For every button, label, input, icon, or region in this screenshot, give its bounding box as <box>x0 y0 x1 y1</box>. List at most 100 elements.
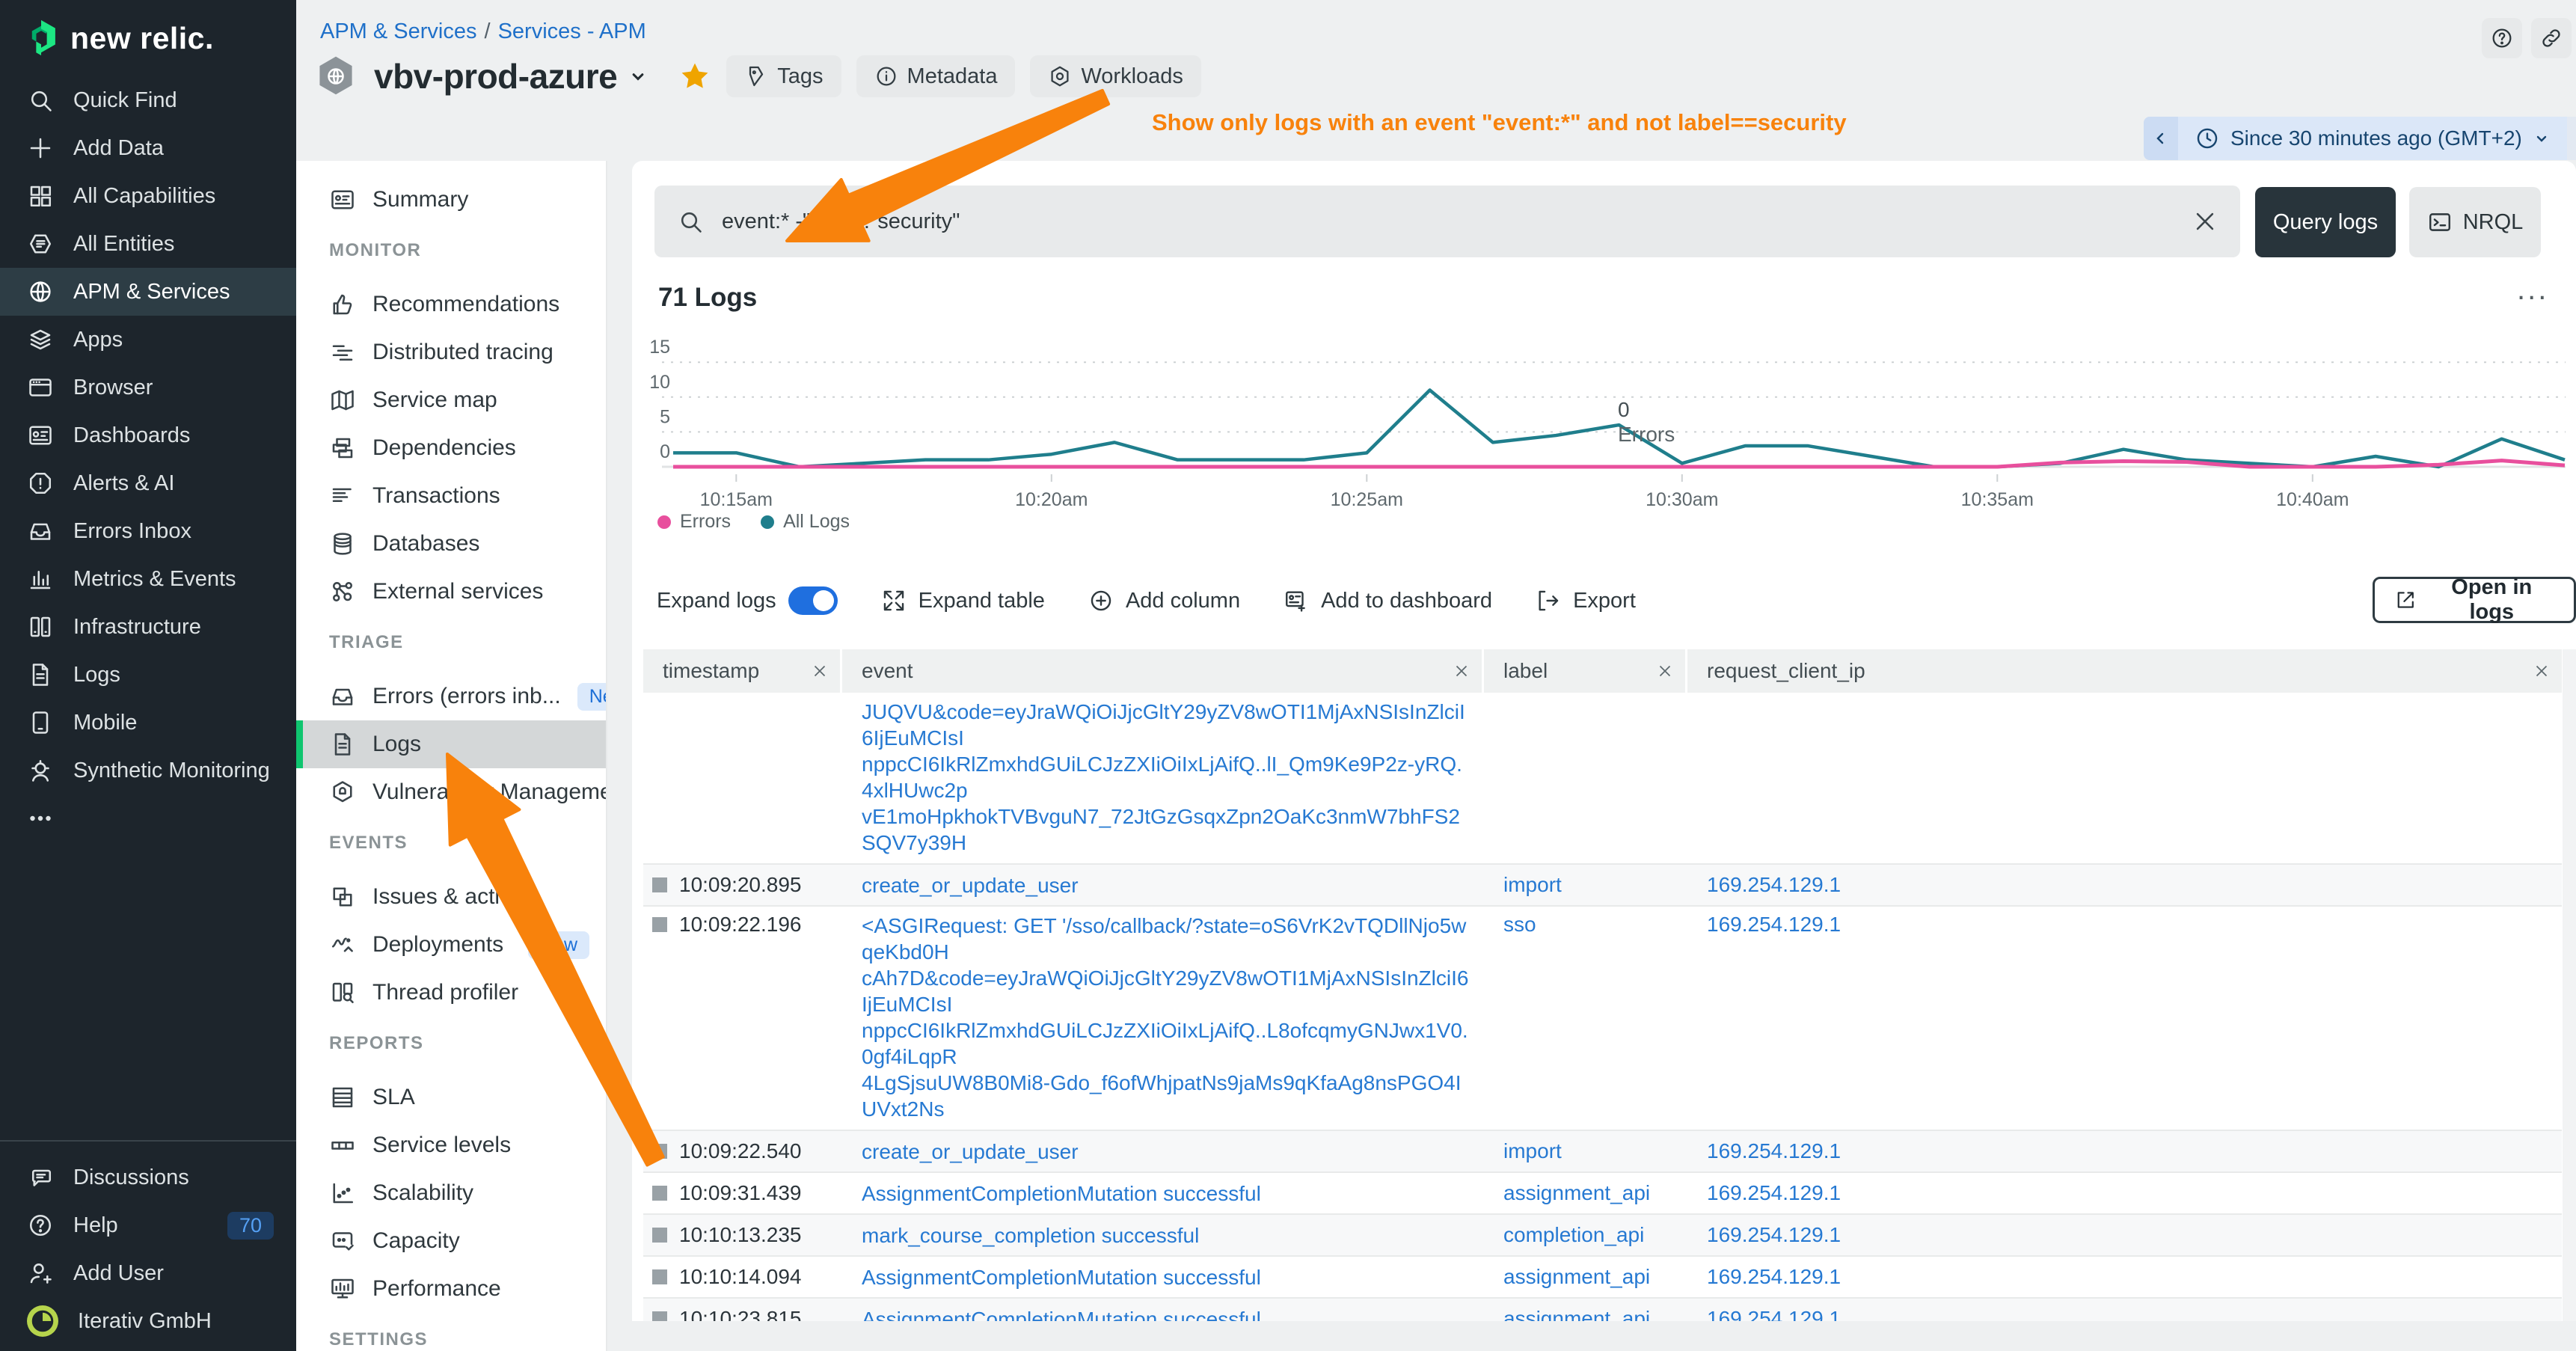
entity-title[interactable]: vbv-prod-azure <box>374 57 618 96</box>
sidebar-item-synthetic-monitoring[interactable]: Synthetic Monitoring <box>0 747 296 794</box>
open-in-logs-button[interactable]: Open in logs <box>2373 575 2576 624</box>
sidebar-item-infrastructure[interactable]: Infrastructure <box>0 603 296 651</box>
clear-query-button[interactable] <box>2192 209 2218 234</box>
sidebar-item-alerts-ai[interactable]: Alerts & AI <box>0 459 296 507</box>
ip-link[interactable]: 169.254.129.1 <box>1707 1223 1841 1246</box>
query-logs-button[interactable]: Query logs <box>2255 187 2396 257</box>
sidebar-item-browser[interactable]: Browser <box>0 364 296 411</box>
ip-link[interactable]: 169.254.129.1 <box>1707 1265 1841 1288</box>
column-header-request-client-ip[interactable]: request_client_ip <box>1687 649 2562 693</box>
time-picker-value[interactable]: Since 30 minutes ago (GMT+2) <box>2178 117 2567 160</box>
ip-link[interactable]: 169.254.129.1 <box>1707 1139 1841 1162</box>
help-corner-button[interactable] <box>2482 18 2522 58</box>
sidebar-item-help[interactable]: Help 70 <box>0 1201 296 1249</box>
sidebar-item-errors-inbox[interactable]: Errors Inbox <box>0 507 296 555</box>
time-picker[interactable]: Since 30 minutes ago (GMT+2) <box>2144 117 2576 160</box>
event-link[interactable]: mark_course_completion successful <box>862 1223 1200 1247</box>
logs-chart[interactable]: 0 5 10 15 10:15am 10:20am 10:25am 10:30am 10:35a… <box>643 326 2573 519</box>
label-link[interactable]: import <box>1503 873 1562 896</box>
ip-link[interactable]: 169.254.129.1 <box>1707 873 1841 896</box>
subnav-item-distributed-tracing[interactable]: Distributed tracing <box>296 328 606 376</box>
subnav-item-issues-activity[interactable]: Issues & activity <box>296 873 606 921</box>
expand-logs-toggle[interactable] <box>788 586 838 615</box>
sidebar-item-all-capabilities[interactable]: All Capabilities <box>0 172 296 220</box>
sidebar-item-add-data[interactable]: Add Data <box>0 124 296 172</box>
legend-item-all-logs[interactable]: All Logs <box>761 511 850 533</box>
subnav-item-external-services[interactable]: External services <box>296 568 606 616</box>
table-row[interactable]: 10:09:22.196 <ASGIRequest: GET '/sso/cal… <box>643 907 2562 1131</box>
sidebar-item-discussions[interactable]: Discussions <box>0 1154 296 1201</box>
label-link[interactable]: assignment_api <box>1503 1181 1651 1204</box>
time-picker-next-button[interactable] <box>2566 117 2576 160</box>
table-row[interactable]: 10:10:23.815 AssignmentCompletionMutatio… <box>643 1299 2562 1321</box>
time-picker-prev-button[interactable] <box>2144 117 2178 160</box>
subnav-item-vulnerability-management[interactable]: Vulnerability Management <box>296 768 606 816</box>
add-to-dashboard-button[interactable]: Add to dashboard <box>1284 588 1492 613</box>
subnav-item-summary[interactable]: Summary <box>296 176 606 224</box>
ip-link[interactable]: 169.254.129.1 <box>1707 913 1841 936</box>
breadcrumb-apm-services[interactable]: APM & Services <box>320 19 477 43</box>
subnav-item-dependencies[interactable]: Dependencies <box>296 424 606 472</box>
subnav-item-performance[interactable]: Performance <box>296 1265 606 1313</box>
column-header-label[interactable]: label <box>1484 649 1687 693</box>
sidebar-item-mobile[interactable]: Mobile <box>0 699 296 747</box>
subnav-item-thread-profiler[interactable]: Thread profiler <box>296 969 606 1017</box>
sidebar-item-all-entities[interactable]: All Entities <box>0 220 296 268</box>
subnav-item-databases[interactable]: Databases <box>296 520 606 568</box>
copy-link-corner-button[interactable] <box>2531 18 2572 58</box>
expand-logs-toggle-group[interactable]: Expand logs <box>657 586 838 615</box>
subnav-item-recommendations[interactable]: Recommendations <box>296 281 606 328</box>
subnav-item-scalability[interactable]: Scalability <box>296 1169 606 1217</box>
ip-link[interactable]: 169.254.129.1 <box>1707 1181 1841 1204</box>
legend-item-errors[interactable]: Errors <box>657 511 731 533</box>
add-column-button[interactable]: Add column <box>1088 588 1240 613</box>
sidebar-item-apps[interactable]: Apps <box>0 316 296 364</box>
export-button[interactable]: Export <box>1536 588 1636 613</box>
subnav-item-sla[interactable]: SLA <box>296 1073 606 1121</box>
nrql-button[interactable]: NRQL <box>2409 187 2541 257</box>
label-link[interactable]: sso <box>1503 913 1536 936</box>
remove-column-button[interactable] <box>1452 661 1471 681</box>
column-header-event[interactable]: event <box>842 649 1484 693</box>
sidebar-item-add-user[interactable]: Add User <box>0 1249 296 1297</box>
label-link[interactable]: completion_api <box>1503 1223 1645 1246</box>
remove-column-button[interactable] <box>810 661 829 681</box>
subnav-item-service-map[interactable]: Service map <box>296 376 606 424</box>
new-relic-logo[interactable]: new relic. <box>0 0 296 76</box>
sidebar-item-logs[interactable]: Logs <box>0 651 296 699</box>
sidebar-item-apm-services[interactable]: APM & Services <box>0 268 296 316</box>
subnav-item-service-levels[interactable]: Service levels <box>296 1121 606 1169</box>
table-row[interactable]: JUQVU&code=eyJraWQiOiJjcGltY29yZV8wOTI1M… <box>643 693 2562 865</box>
event-link[interactable]: create_or_update_user <box>862 873 1079 897</box>
favorite-star-icon[interactable] <box>678 60 711 93</box>
event-link[interactable]: create_or_update_user <box>862 1139 1079 1163</box>
label-link[interactable]: assignment_api <box>1503 1307 1651 1321</box>
event-link[interactable]: AssignmentCompletionMutation successful <box>862 1307 1261 1322</box>
sidebar-item-metrics-events[interactable]: Metrics & Events <box>0 555 296 603</box>
sidebar-item-account[interactable]: Iterativ GmbH <box>0 1297 296 1345</box>
breadcrumb-services-apm[interactable]: Services - APM <box>497 19 646 43</box>
entity-chevron-down-icon[interactable] <box>628 66 648 87</box>
event-link[interactable]: <ASGIRequest: GET '/sso/callback/?state=… <box>862 914 1469 1121</box>
table-row[interactable]: 10:10:14.094 AssignmentCompletionMutatio… <box>643 1257 2562 1299</box>
metadata-button[interactable]: Metadata <box>856 55 1016 97</box>
label-link[interactable]: assignment_api <box>1503 1265 1651 1288</box>
table-row[interactable]: 10:09:20.895 create_or_update_user impor… <box>643 865 2562 907</box>
ip-link[interactable]: 169.254.129.1 <box>1707 1307 1841 1321</box>
log-query-bar[interactable] <box>654 186 2240 257</box>
sidebar-item-dashboards[interactable]: Dashboards <box>0 411 296 459</box>
subnav-item-logs[interactable]: Logs <box>296 720 606 768</box>
label-link[interactable]: import <box>1503 1139 1562 1162</box>
sidebar-item-quick-find[interactable]: Quick Find <box>0 76 296 124</box>
table-row[interactable]: 10:09:31.439 AssignmentCompletionMutatio… <box>643 1173 2562 1215</box>
remove-column-button[interactable] <box>1655 661 1675 681</box>
column-header-timestamp[interactable]: timestamp <box>643 649 842 693</box>
tags-button[interactable]: Tags <box>726 55 841 97</box>
subnav-item-transactions[interactable]: Transactions <box>296 472 606 520</box>
log-query-input[interactable] <box>722 209 2174 234</box>
table-scrollbar[interactable] <box>2563 649 2576 1321</box>
subnav-item-capacity[interactable]: Capacity <box>296 1217 606 1265</box>
expand-table-button[interactable]: Expand table <box>881 588 1045 613</box>
event-link[interactable]: AssignmentCompletionMutation successful <box>862 1181 1261 1205</box>
sidebar-more-button[interactable] <box>0 794 296 842</box>
